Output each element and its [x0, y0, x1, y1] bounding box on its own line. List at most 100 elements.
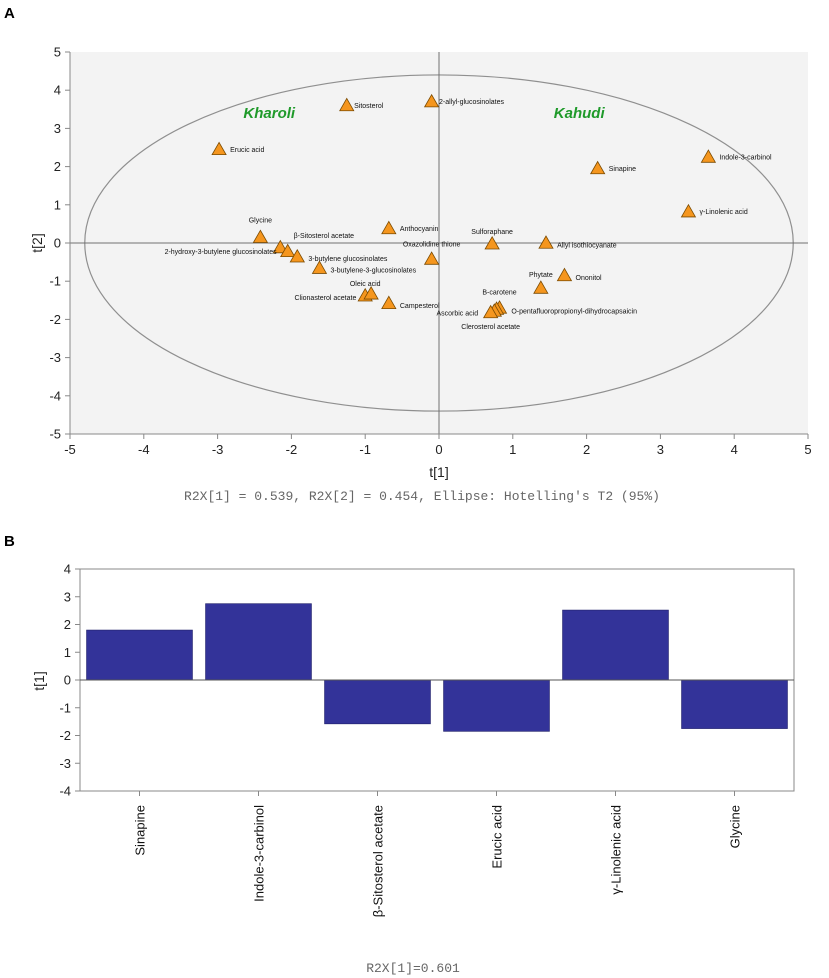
scatter-point-label: Campesterol	[400, 303, 440, 310]
scatter-point-label: Ascorbic acid	[436, 310, 478, 317]
scatter-point-label: Indole-3-carbinol	[719, 155, 772, 162]
scatter-point-label: Sinapine	[609, 166, 636, 173]
bar-ticks: -4 -3 -2 -1 0 1 2 3 4	[59, 562, 80, 799]
bar-category-label: Erucic acid	[490, 805, 505, 869]
scatter-point-label: Ononitol	[576, 275, 603, 282]
scatter-y-tick-label: -3	[49, 350, 61, 365]
scatter-point-marker[interactable]	[280, 243, 296, 258]
scatter-x-tick-label: -5	[64, 442, 76, 457]
scatter-y-tick-label: -4	[49, 388, 61, 403]
scatter-point-label: 2-hydroxy-3-butylene glucosinolates	[165, 249, 278, 256]
scatter-x-tick-label: 1	[509, 442, 516, 457]
scatter-point-label: 2-allyl-glucosinolates	[439, 99, 504, 106]
scatter-point-marker[interactable]	[311, 260, 328, 274]
bar-y-tick-label: -3	[59, 756, 71, 771]
bar-category-label: Indole-3-carbinol	[252, 805, 267, 902]
scatter-point-label: O-pentafluoropropionyl-dihydrocapsaicin	[511, 308, 637, 315]
bar[interactable]	[443, 679, 550, 732]
scatter-point-label: 3-butylene-3-glucosinolates	[331, 268, 417, 275]
scatter-x-axis-title: t[1]	[429, 464, 448, 480]
scatter-y-tick-label: 4	[54, 83, 61, 98]
scatter-point-marker[interactable]	[538, 235, 554, 249]
scatter-point-marker[interactable]	[252, 229, 269, 243]
scatter-chart: -5 -4 -3 -2 -1 0 1 2 3 4 5 -5 -4 -3 -2 -1 0 1 2 3 4 5 Sitoste…	[29, 45, 812, 505]
scatter-point-marker[interactable]	[423, 93, 440, 108]
bars	[86, 603, 788, 732]
bar-category-labels: Sinapine Indole-3-carbinol β-Sitosterol ac…	[133, 791, 743, 917]
bar-y-tick-label: 4	[64, 562, 71, 577]
bar-y-tick-label: -2	[59, 728, 71, 743]
scatter-y-tick-label: -2	[49, 312, 61, 327]
scatter-y-tick-label: 2	[54, 159, 61, 174]
scatter-point-marker[interactable]	[381, 295, 397, 310]
scatter-point-marker[interactable]	[272, 239, 289, 254]
scatter-y-tick-label: 5	[54, 45, 61, 60]
panel-b-letter: B	[4, 533, 15, 550]
scatter-point-marker[interactable]	[484, 235, 500, 250]
bar-y-tick-label: -4	[59, 784, 71, 799]
scatter-x-tick-label: -3	[212, 442, 224, 457]
bar-y-tick-label: -1	[59, 700, 71, 715]
bar[interactable]	[86, 629, 193, 681]
bar-y-tick-label: 0	[64, 673, 71, 688]
scatter-y-tick-label: -1	[49, 274, 61, 289]
scatter-point-marker[interactable]	[211, 141, 227, 156]
scatter-points: Sitosterol 2-allyl-glucosinolates Erucic a…	[165, 93, 772, 331]
bar-y-tick-label: 2	[64, 617, 71, 632]
scatter-x-tick-label: -2	[286, 442, 298, 457]
scatter-point-label: Phytate	[529, 272, 553, 279]
scatter-x-tick-label: 4	[731, 442, 738, 457]
scatter-point-label: Sitosterol	[354, 103, 384, 110]
bar[interactable]	[205, 603, 312, 681]
scatter-point-marker[interactable]	[423, 251, 440, 265]
bar-y-tick-label: 1	[64, 645, 71, 660]
bar-category-label: β-Sitosterol acetate	[371, 805, 386, 917]
scatter-x-tick-label: 3	[657, 442, 664, 457]
bar[interactable]	[324, 679, 431, 725]
scatter-x-tick-label: 0	[435, 442, 442, 457]
scatter-footnote: R2X[1] = 0.539, R2X[2] = 0.454, Ellipse:…	[184, 489, 660, 504]
scatter-ticks: -5 -4 -3 -2 -1 0 1 2 3 4 5 -5 -4 -3 -2 -1 0 1 2 3 4 5	[49, 45, 811, 458]
scatter-y-tick-label: 0	[54, 236, 61, 251]
scatter-point-marker[interactable]	[556, 267, 573, 282]
scatter-point-label: 3-butylene glucosinolates	[308, 256, 387, 263]
scatter-point-marker[interactable]	[680, 203, 697, 218]
bar[interactable]	[562, 609, 669, 681]
bar[interactable]	[681, 679, 788, 729]
scatter-group-labels: Kharoli Kahudi	[243, 105, 605, 122]
bar-category-label: Glycine	[728, 805, 743, 848]
scatter-x-tick-label: -4	[138, 442, 150, 457]
scatter-point-label: Oxazolidine thione	[403, 241, 461, 248]
bar-y-axis-title: t[1]	[31, 671, 47, 690]
scatter-y-tick-label: 3	[54, 121, 61, 136]
scatter-point-label: Sulforaphane	[471, 229, 513, 236]
scatter-point-label: Glycine	[249, 218, 272, 225]
scatter-point-marker[interactable]	[289, 248, 305, 263]
scatter-y-axis-title: t[2]	[29, 233, 45, 252]
scatter-point-label: Clionasterol acetate	[294, 295, 356, 302]
scatter-point-marker[interactable]	[381, 220, 397, 235]
bar-category-label: Sinapine	[133, 805, 148, 856]
scatter-point-label: B-carotene	[482, 289, 516, 296]
scatter-point-label: Anthocyanin	[400, 226, 439, 233]
panel-a-letter: A	[4, 5, 15, 22]
scatter-point-marker[interactable]	[589, 160, 606, 175]
scatter-x-tick-label: 2	[583, 442, 590, 457]
bar-y-tick-label: 3	[64, 589, 71, 604]
scatter-point-marker[interactable]	[482, 304, 499, 319]
scatter-x-tick-label: -1	[359, 442, 371, 457]
bar-chart: -4 -3 -2 -1 0 1 2 3 4 Sinapine Indole-3-carbinol β…	[31, 562, 795, 976]
scatter-point-label: β-Sitosterol acetate	[294, 233, 355, 240]
scatter-point-label: γ-Linolenic acid	[700, 209, 748, 216]
scatter-point-marker[interactable]	[339, 97, 355, 112]
scatter-point-marker[interactable]	[700, 149, 717, 163]
scatter-point-marker[interactable]	[533, 280, 549, 294]
scatter-y-tick-label: -5	[49, 427, 61, 442]
scatter-point-label: Erucic acid	[230, 147, 264, 154]
scatter-y-tick-label: 1	[54, 197, 61, 212]
scatter-x-tick-label: 5	[804, 442, 811, 457]
scatter-point-marker[interactable]	[363, 285, 379, 300]
scatter-point-label: Oleic acid	[350, 281, 381, 288]
scatter-group-label: Kahudi	[554, 105, 606, 122]
